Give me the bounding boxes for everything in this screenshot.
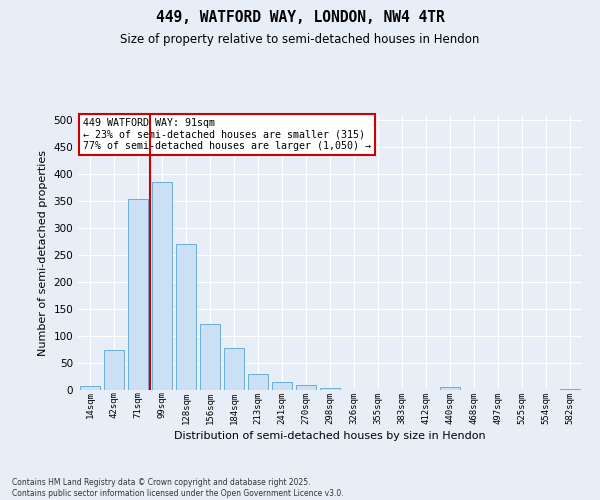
Bar <box>440 388 460 390</box>
Bar <box>560 389 580 390</box>
Bar <box>152 182 172 390</box>
Bar <box>296 384 316 390</box>
Bar <box>128 198 148 390</box>
Bar <box>80 386 100 390</box>
X-axis label: Distribution of semi-detached houses by size in Hendon: Distribution of semi-detached houses by … <box>174 430 486 440</box>
Bar <box>320 388 340 390</box>
Text: 449 WATFORD WAY: 91sqm
← 23% of semi-detached houses are smaller (315)
77% of se: 449 WATFORD WAY: 91sqm ← 23% of semi-det… <box>83 118 371 151</box>
Text: Contains HM Land Registry data © Crown copyright and database right 2025.
Contai: Contains HM Land Registry data © Crown c… <box>12 478 344 498</box>
Text: Size of property relative to semi-detached houses in Hendon: Size of property relative to semi-detach… <box>121 32 479 46</box>
Bar <box>272 382 292 390</box>
Bar <box>200 324 220 390</box>
Y-axis label: Number of semi-detached properties: Number of semi-detached properties <box>38 150 48 356</box>
Text: 449, WATFORD WAY, LONDON, NW4 4TR: 449, WATFORD WAY, LONDON, NW4 4TR <box>155 10 445 25</box>
Bar <box>176 244 196 390</box>
Bar <box>248 374 268 390</box>
Bar <box>224 348 244 390</box>
Bar <box>104 350 124 390</box>
